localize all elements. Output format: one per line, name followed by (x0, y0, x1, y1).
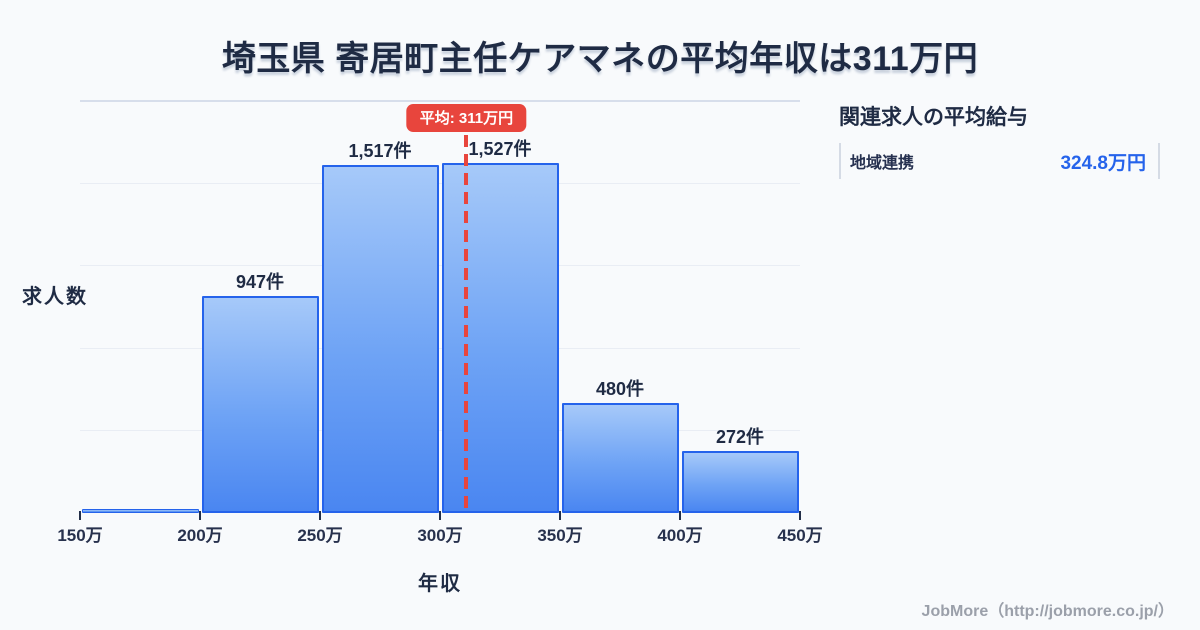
x-tick-mark (319, 511, 321, 520)
x-tick-mark (679, 511, 681, 520)
bar-value-label: 272件 (715, 426, 765, 447)
x-tick-label: 450万 (777, 526, 823, 545)
x-tick-label: 300万 (417, 526, 463, 545)
x-tick-label: 400万 (657, 526, 703, 545)
x-tick-label: 350万 (537, 526, 583, 545)
footer-credit: JobMore（http://jobmore.co.jp/） (921, 603, 1174, 620)
x-tick-mark (439, 511, 441, 520)
y-axis-title: 求人数 (22, 286, 88, 308)
salary-row-label: 地域連携 (850, 155, 915, 172)
gridline (80, 265, 800, 267)
x-tick-label: 200万 (177, 526, 223, 545)
x-tick-mark (799, 511, 801, 520)
bar-value-label: 1,527件 (468, 138, 532, 159)
page-title: 埼玉県 寄居町主任ケアマネの平均年収は311万円 (221, 40, 979, 78)
x-tick-mark (199, 511, 201, 520)
bar (81, 509, 199, 513)
gridline (80, 182, 800, 184)
salary-row-value: 324.8万円 (1060, 152, 1146, 174)
bar (321, 164, 439, 513)
bar-value-label: 480件 (595, 378, 645, 399)
x-tick-label: 150万 (57, 526, 103, 545)
x-tick-mark (559, 511, 561, 520)
gridline (80, 347, 800, 349)
average-badge: 平均: 311万円 (406, 104, 527, 132)
panel-heading: 関連求人の平均給与 (839, 106, 1028, 129)
bar (441, 162, 559, 513)
salary-row: 地域連携 324.8万円 (839, 143, 1160, 179)
x-tick-label: 250万 (297, 526, 343, 545)
gridline (80, 100, 800, 102)
x-axis-title: 年収 (418, 573, 462, 595)
gridline (80, 430, 800, 432)
average-line (464, 135, 469, 513)
x-tick-mark (79, 511, 81, 520)
bar-value-label: 1,517件 (348, 140, 412, 161)
bar (681, 450, 799, 513)
bar (561, 402, 679, 513)
bar (201, 295, 319, 513)
bar-value-label: 947件 (235, 271, 285, 292)
